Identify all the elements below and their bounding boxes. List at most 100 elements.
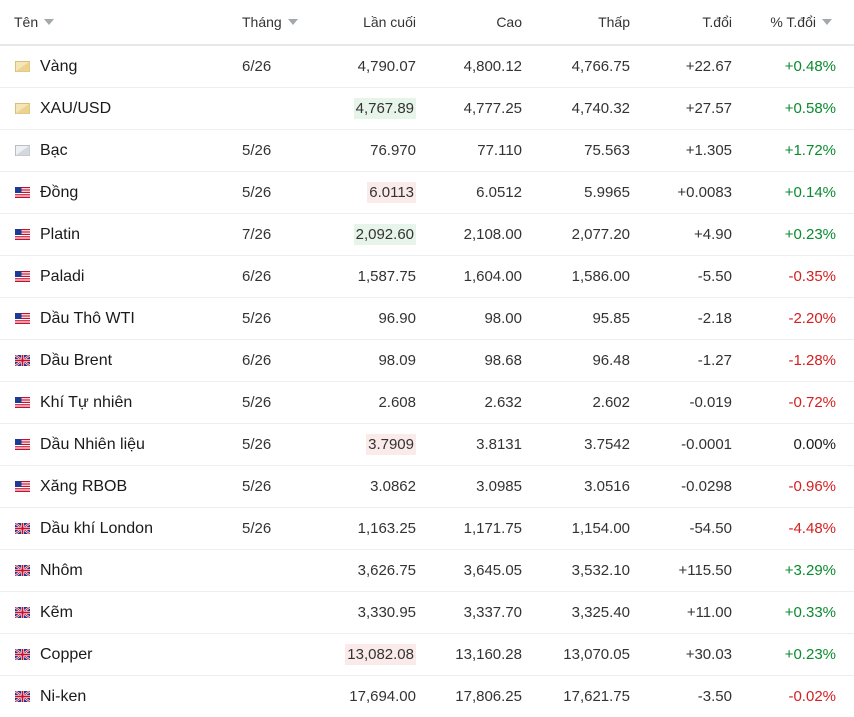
header-pct-change[interactable]: % T.đổi: [740, 0, 854, 45]
header-last-label: Lần cuối: [363, 14, 416, 30]
cell-low: 95.85: [530, 298, 638, 340]
header-last[interactable]: Lần cuối: [316, 0, 424, 45]
instrument-name: Xăng RBOB: [40, 478, 127, 496]
instrument-link[interactable]: Dầu Nhiên liệu: [15, 436, 226, 454]
header-change[interactable]: T.đổi: [638, 0, 740, 45]
instrument-link[interactable]: Nhôm: [15, 562, 226, 580]
instrument-link[interactable]: Dầu khí London: [15, 520, 226, 538]
header-name[interactable]: Tên: [0, 0, 226, 45]
cell-name[interactable]: Dầu Thô WTI: [0, 298, 226, 340]
instrument-name: Platin: [40, 226, 80, 244]
uk-flag-icon: [15, 691, 30, 702]
cell-last: 4,790.07: [316, 45, 424, 88]
instrument-link[interactable]: Xăng RBOB: [15, 478, 226, 496]
cell-last: 13,082.08: [316, 634, 424, 676]
cell-high: 4,800.12: [424, 45, 530, 88]
cell-change: -1.27: [638, 340, 740, 382]
cell-name[interactable]: Platin: [0, 214, 226, 256]
cell-name[interactable]: Paladi: [0, 256, 226, 298]
cell-pct-change: -0.96%: [740, 466, 854, 508]
instrument-name: Dầu khí London: [40, 520, 153, 538]
cell-high: 77.110: [424, 130, 530, 172]
cell-name[interactable]: Khí Tự nhiên: [0, 382, 226, 424]
cell-low: 4,766.75: [530, 45, 638, 88]
instrument-link[interactable]: Khí Tự nhiên: [15, 394, 226, 412]
cell-month: 5/26: [226, 508, 316, 550]
instrument-name: Bạc: [40, 142, 68, 160]
instrument-name: Vàng: [40, 58, 77, 76]
cell-high: 3.0985: [424, 466, 530, 508]
cell-name[interactable]: Nhôm: [0, 550, 226, 592]
cell-change: -5.50: [638, 256, 740, 298]
header-low[interactable]: Thấp: [530, 0, 638, 45]
cell-month: 6/26: [226, 45, 316, 88]
instrument-link[interactable]: Platin: [15, 226, 226, 244]
last-value: 3,330.95: [358, 604, 416, 621]
cell-pct-change: -0.02%: [740, 676, 854, 717]
instrument-link[interactable]: Đồng: [15, 184, 226, 202]
cell-low: 3,325.40: [530, 592, 638, 634]
header-high-label: Cao: [496, 14, 522, 30]
instrument-link[interactable]: Kẽm: [15, 604, 226, 622]
instrument-link[interactable]: Vàng: [15, 58, 226, 76]
cell-high: 13,160.28: [424, 634, 530, 676]
uk-flag-icon: [15, 355, 30, 366]
cell-high: 98.68: [424, 340, 530, 382]
cell-low: 2,077.20: [530, 214, 638, 256]
cell-high: 4,777.25: [424, 88, 530, 130]
instrument-link[interactable]: Dầu Brent: [15, 352, 226, 370]
cell-name[interactable]: XAU/USD: [0, 88, 226, 130]
instrument-name: Nhôm: [40, 562, 83, 580]
instrument-name: Dầu Nhiên liệu: [40, 436, 145, 454]
cell-name[interactable]: Ni-ken: [0, 676, 226, 717]
cell-name[interactable]: Bạc: [0, 130, 226, 172]
instrument-link[interactable]: Bạc: [15, 142, 226, 160]
cell-last: 1,163.25: [316, 508, 424, 550]
header-change-label: T.đổi: [702, 14, 732, 30]
cell-name[interactable]: Dầu Brent: [0, 340, 226, 382]
cell-month: 5/26: [226, 130, 316, 172]
cell-name[interactable]: Dầu Nhiên liệu: [0, 424, 226, 466]
instrument-link[interactable]: Paladi: [15, 268, 226, 286]
header-month-label: Tháng: [242, 14, 282, 30]
instrument-link[interactable]: Ni-ken: [15, 688, 226, 706]
cell-name[interactable]: Copper: [0, 634, 226, 676]
instrument-name: Copper: [40, 646, 92, 664]
cell-last: 76.970: [316, 130, 424, 172]
cell-month: [226, 88, 316, 130]
instrument-link[interactable]: Copper: [15, 646, 226, 664]
cell-last: 98.09: [316, 340, 424, 382]
cell-name[interactable]: Vàng: [0, 45, 226, 88]
cell-name[interactable]: Kẽm: [0, 592, 226, 634]
instrument-link[interactable]: XAU/USD: [15, 100, 226, 118]
uk-flag-icon: [15, 565, 30, 576]
cell-low: 3,532.10: [530, 550, 638, 592]
header-month[interactable]: Tháng: [226, 0, 316, 45]
cell-name[interactable]: Xăng RBOB: [0, 466, 226, 508]
cell-last: 2,092.60: [316, 214, 424, 256]
cell-name[interactable]: Dầu khí London: [0, 508, 226, 550]
cell-name[interactable]: Đồng: [0, 172, 226, 214]
last-value: 1,163.25: [358, 520, 416, 537]
cell-pct-change: -1.28%: [740, 340, 854, 382]
cell-low: 96.48: [530, 340, 638, 382]
header-high[interactable]: Cao: [424, 0, 530, 45]
instrument-link[interactable]: Dầu Thô WTI: [15, 310, 226, 328]
cell-month: 6/26: [226, 340, 316, 382]
